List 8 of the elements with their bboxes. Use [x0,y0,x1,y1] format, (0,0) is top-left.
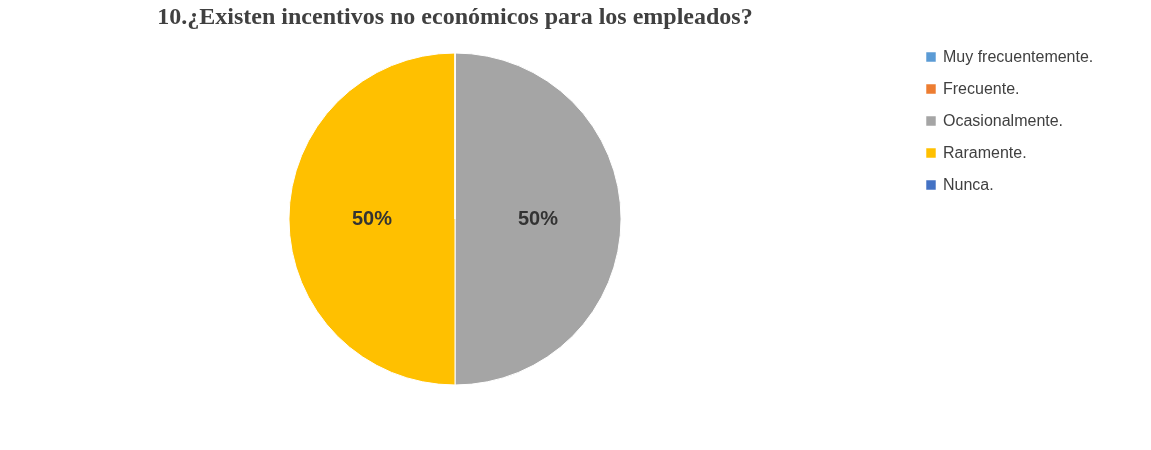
data-label: 50% [351,207,393,229]
legend-label: Frecuente. [943,80,1020,97]
legend-label: Nunca. [943,176,994,193]
legend-label: Ocasionalmente. [943,112,1064,129]
chart-title: 10.¿Existen incentivos no económicos para los empleados? [157,3,753,29]
legend-label: Muy frecuentemente. [943,48,1094,65]
data-label: 50% [517,207,559,229]
legend-label: Raramente. [943,144,1027,161]
